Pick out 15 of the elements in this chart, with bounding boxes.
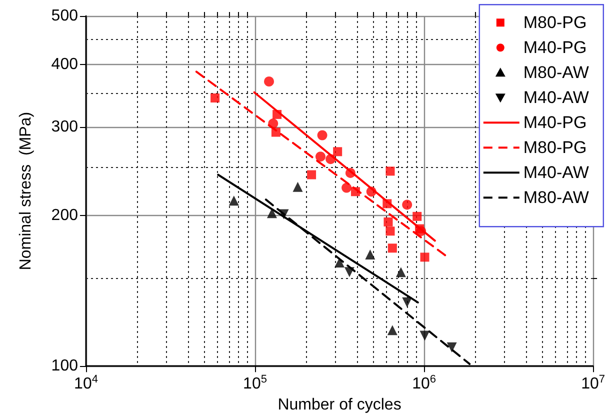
legend-label: M40-AW bbox=[523, 163, 589, 182]
legend-label: M40-AW bbox=[523, 88, 589, 108]
legend-label: M40-PG bbox=[523, 113, 587, 132]
legend-label: M80-AW bbox=[523, 188, 589, 208]
legend-label: M80-AW bbox=[523, 63, 589, 82]
y-tick-label: 400 bbox=[51, 56, 78, 74]
y-tick-label: 500 bbox=[51, 8, 78, 24]
legend-label: M80-PG bbox=[523, 138, 587, 158]
legend-label: M80-PG bbox=[523, 13, 587, 32]
y-axis-title: Nominal stress (MPa) bbox=[18, 112, 34, 270]
y-tick-label: 200 bbox=[51, 206, 78, 224]
y-tick-label: 100 bbox=[51, 358, 78, 375]
x-axis-title: Number of cycles bbox=[278, 396, 402, 414]
y-tick-label: 300 bbox=[51, 118, 78, 136]
legend-label: M40-PG bbox=[523, 38, 587, 58]
